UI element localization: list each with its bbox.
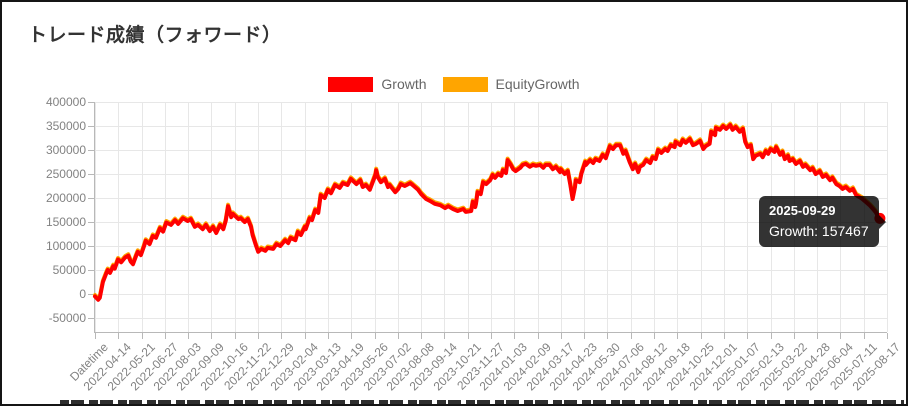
y-tick-label: 150000 xyxy=(45,215,86,229)
y-tick xyxy=(88,102,94,103)
equitygrowth-swatch-icon xyxy=(442,76,488,92)
x-gridline xyxy=(747,102,749,332)
x-tick xyxy=(677,333,679,339)
x-tick xyxy=(95,333,96,339)
x-tick xyxy=(700,333,702,339)
x-gridline xyxy=(607,102,609,332)
chart-legend: Growth EquityGrowth xyxy=(2,76,906,92)
x-gridline xyxy=(677,102,679,332)
x-tick xyxy=(281,333,283,339)
y-tick xyxy=(88,174,94,175)
x-tick xyxy=(654,333,656,339)
legend-item-growth[interactable]: Growth xyxy=(328,76,427,92)
y-tick xyxy=(88,318,94,319)
x-tick xyxy=(327,333,329,339)
x-tick xyxy=(118,333,120,339)
x-gridline xyxy=(211,102,213,332)
x-tick xyxy=(817,333,819,339)
y-tick-label: 50000 xyxy=(52,263,86,277)
x-gridline xyxy=(374,102,376,332)
legend-label-equitygrowth: EquityGrowth xyxy=(495,76,580,92)
x-tick xyxy=(258,333,260,339)
x-tick xyxy=(560,333,562,339)
x-tick xyxy=(584,333,586,339)
x-gridline xyxy=(560,102,562,332)
growth-line xyxy=(93,123,882,302)
x-tick xyxy=(397,333,399,339)
x-gridline xyxy=(164,102,166,332)
x-gridline xyxy=(281,102,283,332)
y-tick xyxy=(88,198,94,199)
x-gridline xyxy=(537,102,539,332)
x-tick xyxy=(630,333,632,339)
x-tick xyxy=(374,333,376,339)
x-gridline xyxy=(654,102,656,332)
x-tick xyxy=(723,333,725,339)
tooltip-date: 2025-09-29 xyxy=(769,203,836,218)
x-tick xyxy=(141,333,143,339)
legend-item-equitygrowth[interactable]: EquityGrowth xyxy=(442,76,580,92)
y-tick xyxy=(88,150,94,151)
x-tick xyxy=(188,333,190,339)
x-gridline xyxy=(444,102,446,332)
x-tick xyxy=(351,333,353,339)
y-tick-label: 300000 xyxy=(45,143,86,157)
x-gridline xyxy=(421,102,423,332)
x-tick xyxy=(164,333,166,339)
chart-tooltip: 2025-09-29 Growth: 157467 xyxy=(759,196,886,247)
x-tick xyxy=(444,333,446,339)
clipped-footer-text xyxy=(60,400,904,404)
x-tick xyxy=(863,333,865,339)
x-gridline xyxy=(141,102,143,332)
x-gridline xyxy=(514,102,516,332)
x-gridline xyxy=(491,102,492,332)
page-title: トレード成績（フォワード） xyxy=(28,25,282,46)
x-gridline xyxy=(351,102,353,332)
y-tick-label: 350000 xyxy=(45,119,86,133)
x-gridline xyxy=(397,102,399,332)
growth-swatch-icon xyxy=(328,76,374,92)
x-gridline xyxy=(467,102,469,332)
y-tick xyxy=(88,246,94,247)
y-tick-label: 250000 xyxy=(45,167,86,181)
x-gridline xyxy=(630,102,632,332)
y-tick-label: 0 xyxy=(79,287,86,301)
x-tick xyxy=(793,333,795,339)
x-tick xyxy=(887,333,888,339)
y-tick xyxy=(88,126,94,127)
x-tick xyxy=(421,333,423,339)
x-tick xyxy=(537,333,539,339)
y-tick xyxy=(88,270,94,271)
x-tick xyxy=(491,333,492,339)
x-tick xyxy=(840,333,842,339)
x-tick xyxy=(770,333,772,339)
x-tick xyxy=(211,333,213,339)
y-tick-label: 100000 xyxy=(45,239,86,253)
x-tick xyxy=(304,333,306,339)
tooltip-value: Growth: 157467 xyxy=(769,223,869,239)
x-gridline xyxy=(327,102,329,332)
x-tick xyxy=(234,333,236,339)
x-gridline xyxy=(258,102,260,332)
y-tick xyxy=(88,222,94,223)
legend-label-growth: Growth xyxy=(381,76,427,92)
x-tick xyxy=(607,333,609,339)
x-gridline xyxy=(887,102,888,332)
y-tick-label: 200000 xyxy=(45,191,86,205)
x-gridline xyxy=(118,102,120,332)
x-tick xyxy=(467,333,469,339)
x-tick xyxy=(514,333,516,339)
y-tick-label: 400000 xyxy=(45,95,86,109)
y-tick-label: -50000 xyxy=(48,311,86,325)
x-gridline xyxy=(95,102,96,332)
x-gridline xyxy=(700,102,702,332)
x-tick xyxy=(747,333,749,339)
x-gridline xyxy=(723,102,725,332)
x-gridline xyxy=(304,102,306,332)
y-tick xyxy=(88,294,94,295)
x-gridline xyxy=(584,102,586,332)
